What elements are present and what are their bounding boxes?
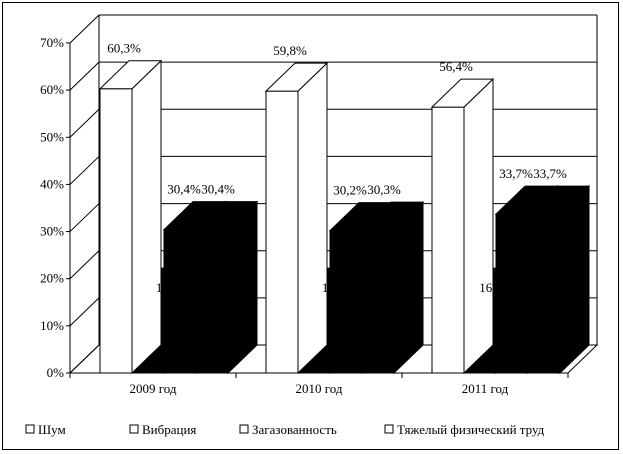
- data-label: 33,7%: [499, 166, 533, 181]
- grid-diagonal: [69, 297, 100, 327]
- grid-diagonal: [69, 203, 100, 232]
- legend-swatch: [384, 424, 394, 434]
- chart-frame: [2, 2, 619, 450]
- grid-diagonal: [69, 156, 100, 185]
- bar-шум-1: [264, 61, 329, 375]
- legend-entry: Тяжелый физический труд: [397, 422, 545, 437]
- data-label: 16,3%: [479, 280, 513, 295]
- grid-diagonal: [69, 250, 100, 280]
- y-tick-label: 50%: [40, 129, 64, 144]
- y-tick-label: 40%: [40, 176, 64, 191]
- data-label: 33,7%: [533, 166, 567, 181]
- y-tick-label: 70%: [40, 35, 64, 50]
- bar-шум-2: [430, 77, 495, 375]
- bar-шум-0: [98, 59, 163, 375]
- legend-swatch: [25, 424, 35, 434]
- data-label: 30,3%: [367, 182, 401, 197]
- data-label: 59,8%: [273, 43, 307, 58]
- y-tick-label: 30%: [40, 224, 64, 239]
- data-label: 30,4%: [201, 182, 235, 197]
- x-tick-label: 2010 год: [296, 381, 343, 396]
- x-tick-label: 2009 год: [130, 381, 177, 396]
- grid-diagonal: [69, 108, 100, 138]
- data-label: 16,: [322, 280, 338, 295]
- y-tick-label: 20%: [40, 271, 64, 286]
- data-label: 56,4%: [439, 59, 473, 74]
- legend-swatch: [129, 424, 139, 434]
- y-tick-label: 0%: [47, 365, 65, 380]
- legend-entry: Шум: [38, 422, 66, 437]
- grid-diagonal: [69, 14, 100, 44]
- y-tick-label: 60%: [40, 82, 64, 97]
- legend-entry: Вибрация: [142, 422, 196, 437]
- grid-diagonal: [69, 61, 100, 91]
- legend-swatch: [239, 424, 249, 434]
- data-label: 30,4%: [167, 182, 201, 197]
- legend-entry: Загазованность: [252, 422, 337, 437]
- x-tick-label: 2011 год: [462, 381, 509, 396]
- data-label: 60,3%: [107, 41, 141, 56]
- data-label: 16,: [156, 280, 172, 295]
- data-label: 30,2%: [333, 183, 367, 198]
- y-tick-label: 10%: [40, 318, 64, 333]
